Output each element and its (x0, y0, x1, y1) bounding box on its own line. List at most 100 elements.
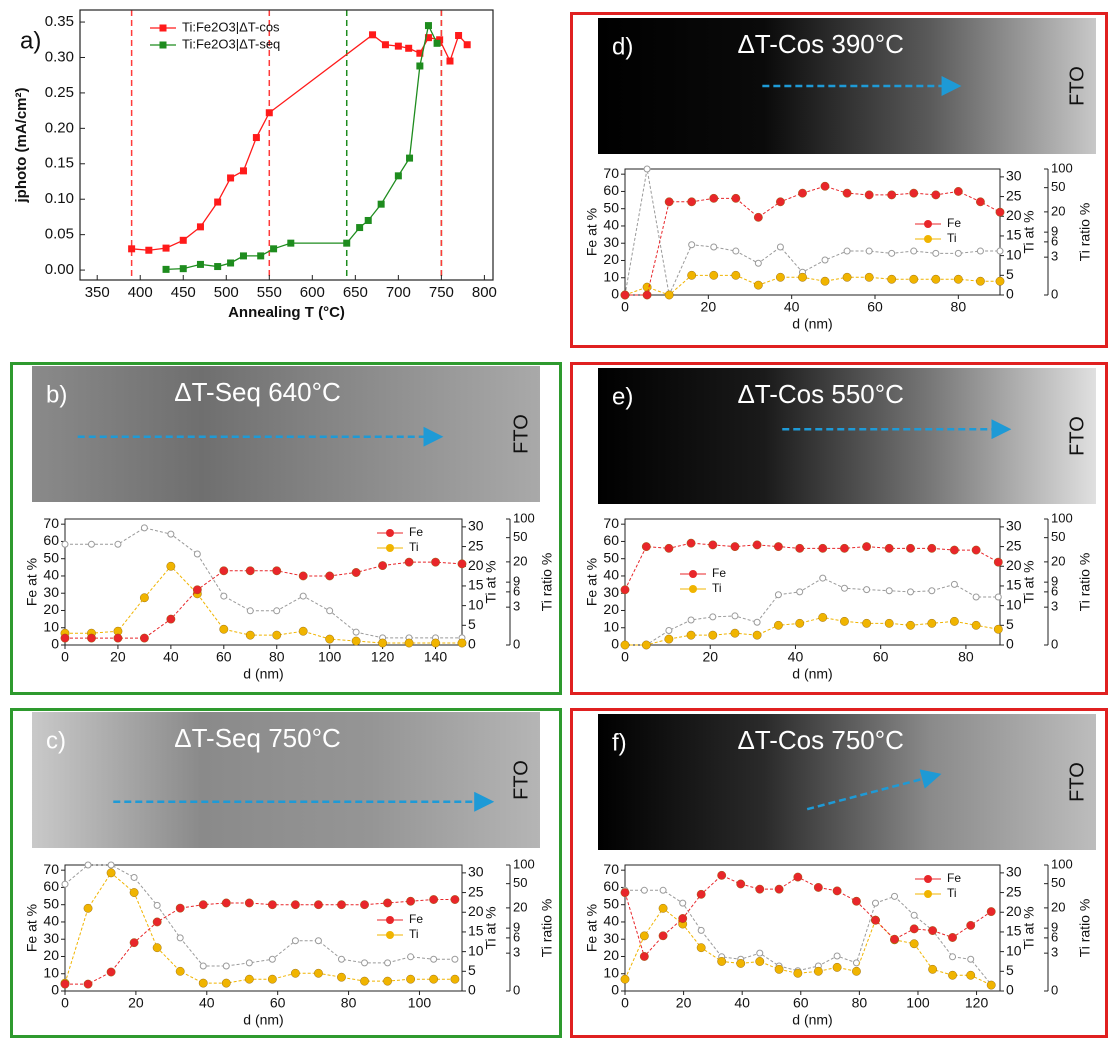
data-point (820, 276, 830, 286)
data-point (928, 926, 938, 935)
data-point (267, 900, 277, 910)
data-point (106, 967, 116, 977)
x-tick-label: 350 (85, 284, 110, 301)
y3-tick-label: 6 (1051, 583, 1058, 598)
y-tick-label: 40 (603, 217, 619, 233)
data-point (404, 638, 414, 648)
data-point (995, 207, 1005, 217)
data-point (755, 957, 765, 966)
data-point (909, 924, 919, 934)
data-point (244, 974, 254, 984)
data-point (642, 290, 652, 300)
data-point (793, 872, 803, 882)
data-point (337, 955, 345, 963)
series-line (625, 616, 999, 646)
x-tick-label: 80 (341, 995, 357, 1011)
plot-frame (624, 864, 1001, 992)
y2-tick-label: 30 (468, 864, 484, 880)
y2-tick-label: 0 (1006, 636, 1014, 652)
y3-tick-label: 3 (513, 945, 520, 960)
legend-label: Fe (947, 216, 961, 230)
y2-tick-label: 30 (468, 518, 484, 534)
data-point (993, 624, 1003, 634)
x-axis-label: d (nm) (243, 1012, 283, 1028)
x-tick-label: 800 (472, 284, 497, 301)
data-point (967, 955, 975, 963)
y2-tick-label: 10 (468, 596, 484, 612)
data-point (61, 540, 69, 548)
series-line (65, 561, 463, 639)
data-point (833, 952, 841, 960)
series-line (624, 168, 1000, 297)
y-tick-label: 0 (611, 636, 619, 652)
x-tick-label: 650 (343, 284, 368, 301)
data-point (384, 959, 392, 967)
data-point (404, 557, 414, 567)
data-point (813, 883, 823, 892)
data-point (166, 614, 176, 624)
data-point (113, 633, 123, 643)
data-point (246, 607, 254, 615)
data-point (455, 32, 463, 40)
data-point (756, 949, 764, 957)
data-point (351, 568, 361, 577)
data-point (83, 903, 93, 913)
data-point (192, 585, 202, 595)
data-point (840, 616, 849, 626)
data-point (378, 561, 387, 571)
data-point (888, 249, 896, 257)
data-point (798, 272, 807, 282)
y3-tick-label: 0 (513, 636, 520, 651)
data-point (239, 167, 247, 175)
data-point (966, 970, 976, 980)
y2-tick-label: 5 (1006, 616, 1014, 632)
x-axis-label: d (nm) (792, 1012, 832, 1028)
data-point (383, 976, 392, 986)
y-tick-label: 0 (51, 636, 59, 652)
x-axis-label: d (nm) (792, 316, 832, 332)
image-annotation: ΔT-Cos 550°C (737, 379, 904, 409)
data-point (863, 586, 871, 594)
series-line (65, 899, 455, 985)
data-point (406, 974, 416, 984)
data-point (948, 933, 957, 942)
data-point (378, 638, 387, 648)
data-point (60, 979, 70, 989)
data-point (864, 190, 874, 200)
panel-label: b) (46, 381, 67, 408)
panel-label: a) (20, 27, 41, 54)
data-point (227, 259, 235, 267)
y-tick-label: 50 (603, 895, 619, 911)
data-point (239, 252, 247, 260)
x-tick-label: 80 (951, 299, 967, 315)
y-axis-label: Fe at % (584, 558, 600, 606)
data-point (162, 244, 170, 252)
y2-tick-label: 0 (468, 636, 476, 652)
y-tick-label: 70 (43, 861, 59, 877)
y2-tick-label: 25 (1006, 537, 1022, 553)
series-line (65, 527, 462, 639)
x-tick-label: 140 (424, 649, 448, 665)
data-point (394, 172, 402, 180)
data-point (377, 200, 385, 208)
data-point (446, 57, 454, 65)
data-point (754, 259, 762, 267)
legend-marker (924, 235, 932, 243)
data-point (996, 247, 1004, 255)
series-line (624, 542, 999, 590)
y-tick-label: 70 (43, 515, 59, 531)
data-point (774, 591, 782, 599)
data-point (179, 265, 187, 273)
y-tick-label: 20 (603, 947, 619, 963)
scan-arrow (806, 769, 942, 811)
data-point (107, 861, 115, 869)
legend-label: Ti:Fe2O3|ΔT-cos (182, 19, 280, 34)
data-point (928, 964, 938, 974)
data-point (928, 587, 936, 595)
data-point (679, 899, 687, 907)
x-tick-label: 60 (793, 995, 809, 1011)
y-tick-label: 40 (43, 567, 59, 583)
x-tick-label: 20 (701, 299, 717, 315)
data-point (953, 187, 963, 196)
data-point (818, 543, 828, 553)
